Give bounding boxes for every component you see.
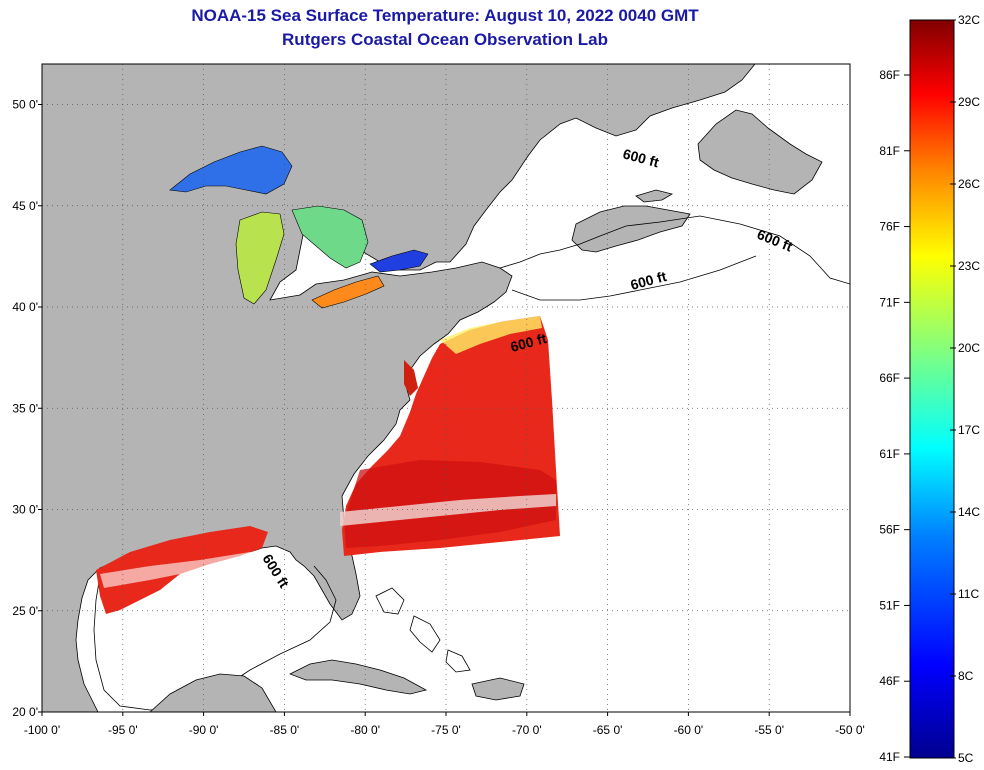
colorbar-label-c: 14C (958, 505, 980, 519)
map-grid (42, 64, 850, 712)
lat-tick-label: 35 0' (12, 401, 38, 415)
colorbar-label-f: 66F (879, 371, 900, 385)
lake-michigan (235, 211, 285, 305)
colorbar-label-f: 46F (879, 674, 900, 688)
newfoundland-land (697, 109, 823, 195)
lon-tick-label: -50 0' (835, 723, 865, 737)
colorbar-label-f: 71F (879, 295, 900, 309)
colorbar-label-c: 11C (958, 587, 979, 601)
lake-erie (311, 275, 385, 309)
pei-land (635, 189, 674, 203)
colorbar-label-c: 20C (958, 341, 980, 355)
sst-cloud-band (340, 494, 556, 526)
colorbar-label-c: 5C (958, 751, 974, 765)
colorbar-label-f: 81F (879, 144, 900, 158)
lon-tick-label: -90 0' (189, 723, 219, 737)
colorbar-label-c: 17C (958, 423, 980, 437)
sst-chesapeake (404, 360, 418, 396)
lon-tick-label: -55 0' (754, 723, 784, 737)
colorbar-label-c: 29C (958, 95, 980, 109)
lat-tick-label: 50 0' (12, 98, 38, 112)
lon-tick-label: -65 0' (593, 723, 623, 737)
yucatan-land (149, 673, 277, 712)
colorbar-label-f: 86F (879, 68, 900, 82)
lat-tick-label: 25 0' (12, 604, 38, 618)
lon-tick-label: -75 0' (431, 723, 461, 737)
lake-superior (169, 145, 293, 195)
cuba-land (289, 659, 428, 695)
colorbar-label-f: 56F (879, 523, 900, 537)
lon-tick-label: -80 0' (350, 723, 380, 737)
contour-600ft-shelf (511, 255, 757, 301)
colorbar (909, 19, 955, 759)
map-axes: -100 0' -95 0' -90 0' -85 0' -80 0' -75 0' -70… (12, 98, 864, 738)
map-subtitle: Rutgers Coastal Ocean Observation Lab (282, 30, 608, 49)
map-title: NOAA-15 Sea Surface Temperature: August … (191, 6, 699, 25)
sst-coastal-cool (440, 316, 542, 354)
colorbar-label-c: 8C (958, 669, 974, 683)
colorbar-label-c: 26C (958, 177, 980, 191)
lon-tick-label: -60 0' (674, 723, 704, 737)
lat-tick-label: 30 0' (12, 503, 38, 517)
colorbar-label-c: 23C (958, 259, 980, 273)
colorbar-label-f: 41F (879, 750, 900, 764)
sst-gulf-cloud (100, 552, 262, 588)
colorbar-label-f: 76F (879, 220, 900, 234)
lat-tick-label: 45 0' (12, 199, 38, 213)
colorbar-ticks: 32C 29C 26C 23C 20C 17C 14C 11C 8C 5C 86F 81F 76F 71F… (879, 13, 980, 765)
lat-tick-label: 20 0' (12, 705, 38, 719)
hispaniola-land (471, 677, 525, 701)
lake-ontario (369, 249, 429, 273)
lon-tick-label: -85 0' (270, 723, 300, 737)
lat-tick-label: 40 0' (12, 300, 38, 314)
contour-600ft-north (499, 215, 850, 285)
lon-tick-label: -95 0' (108, 723, 138, 737)
lon-tick-label: -100 0' (24, 723, 60, 737)
lon-tick-label: -70 0' (512, 723, 542, 737)
colorbar-label-f: 51F (879, 598, 900, 612)
colorbar-label-f: 61F (879, 447, 900, 461)
colorbar-label-c: 32C (958, 13, 980, 27)
lake-huron (291, 205, 369, 269)
